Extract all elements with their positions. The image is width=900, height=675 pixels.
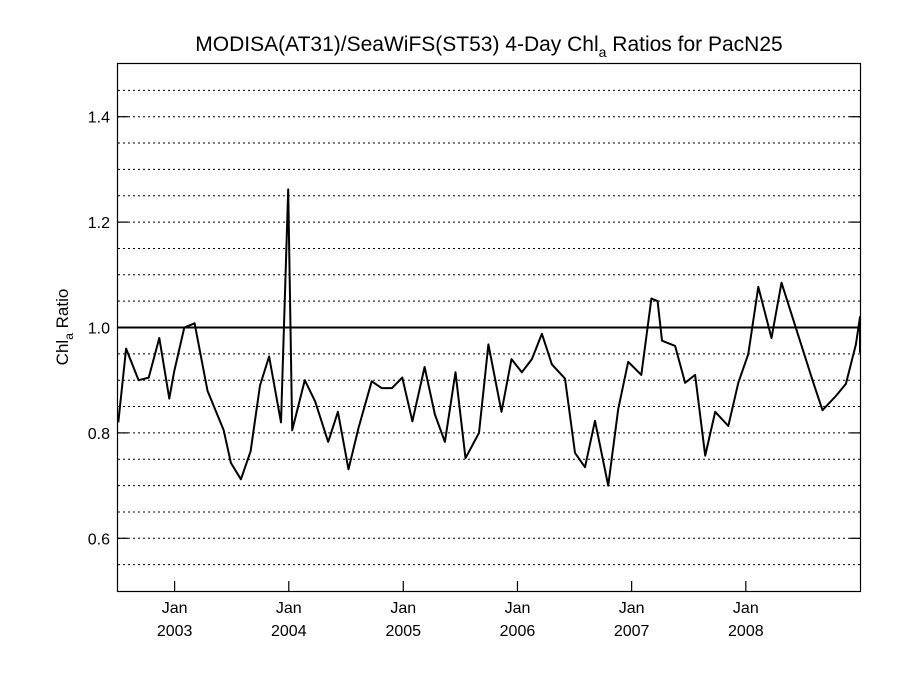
y-tick-label: 1.2 — [88, 215, 110, 232]
ylabel-end: Ratio — [53, 289, 72, 333]
x-tick-month: Jan — [733, 600, 759, 617]
title-subscript: a — [599, 44, 607, 60]
y-tick-label: 0.8 — [88, 426, 110, 443]
x-tick-month: Jan — [619, 600, 645, 617]
ylabel-main: Chl — [53, 340, 72, 366]
x-axis-ticks: Jan 2003 Jan 2004 Jan 2005 Jan 2006 Jan 2007 Jan 20… — [157, 581, 764, 640]
y-tick-label: 1.4 — [88, 110, 110, 127]
x-tick-year: 2003 — [157, 623, 193, 640]
x-tick-year: 2006 — [500, 623, 536, 640]
x-tick-month: Jan — [390, 600, 416, 617]
plot-frame — [116, 62, 862, 593]
y-tick-label: 0.6 — [88, 531, 110, 548]
grid — [118, 89, 860, 566]
title-end: Ratios for PacN25 — [606, 33, 782, 56]
ylabel-subscript: a — [62, 333, 76, 340]
x-tick-month: Jan — [162, 600, 188, 617]
x-tick-month: Jan — [505, 600, 531, 617]
chart-title: MODISA(AT31)/SeaWiFS(ST53) 4-Day Chla Ra… — [195, 33, 782, 60]
x-tick-year: 2004 — [271, 623, 307, 640]
y-axis-label: Chla Ratio — [53, 289, 76, 366]
x-tick-month: Jan — [276, 600, 302, 617]
y-tick-label: 1.0 — [88, 321, 110, 338]
title-main: MODISA(AT31)/SeaWiFS(ST53) 4-Day Chl — [195, 33, 598, 56]
series-line — [117, 188, 861, 487]
x-tick-year: 2007 — [614, 623, 650, 640]
x-tick-year: 2005 — [385, 623, 421, 640]
x-tick-year: 2008 — [728, 623, 764, 640]
y-axis-ticks: 0.6 0.8 1.0 1.2 1.4 — [88, 110, 860, 548]
